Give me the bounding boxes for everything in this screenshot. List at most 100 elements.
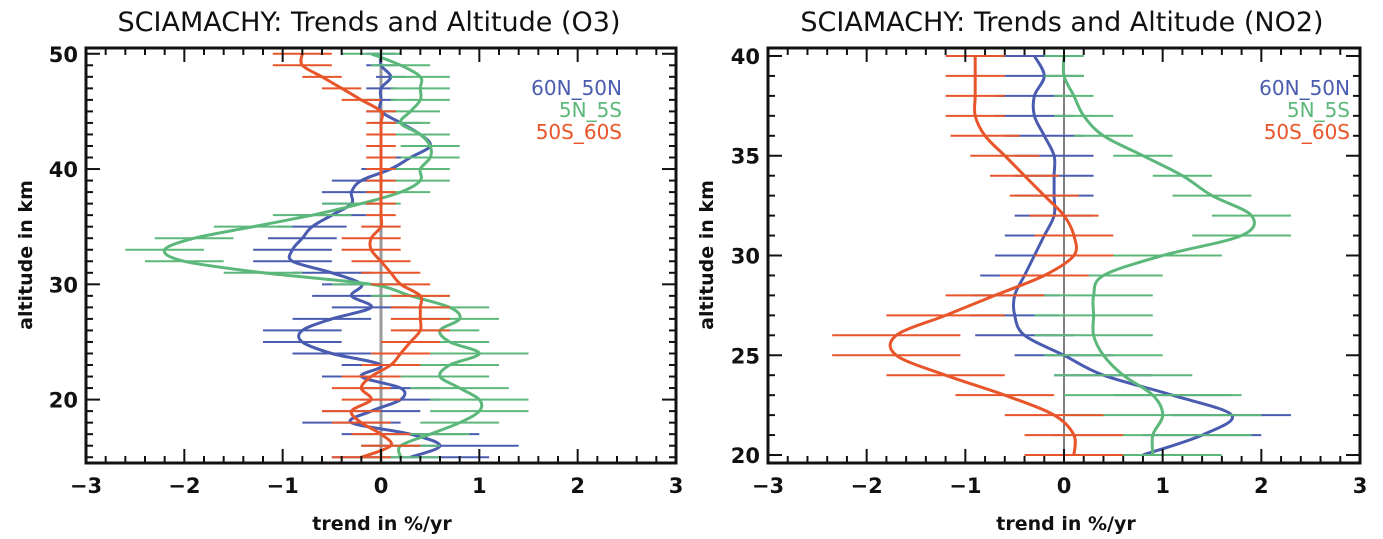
data-point (389, 444, 392, 447)
x-tick-label: 3 (1353, 474, 1368, 498)
data-point (1102, 354, 1105, 357)
x-tick-label: −1 (949, 474, 981, 498)
data-point (1023, 334, 1026, 337)
data-point (380, 260, 383, 263)
data-point (458, 317, 461, 320)
data-point (330, 271, 333, 274)
chart-panel-o3: SCIAMACHY: Trends and Altitude (O3) tren… (15, 7, 620, 535)
data-point (399, 191, 402, 194)
data-point (944, 374, 947, 377)
data-point (350, 410, 353, 413)
data-point (399, 387, 402, 390)
x-tick-label: 2 (1254, 474, 1269, 498)
data-point (1053, 414, 1056, 417)
y-tick-label: 50 (49, 43, 78, 67)
data-point (1250, 214, 1253, 217)
data-point (252, 225, 255, 228)
data-point (1043, 134, 1046, 137)
data-point (350, 294, 353, 297)
y-tick-label: 30 (731, 245, 760, 269)
data-point (974, 74, 977, 77)
series-line (888, 56, 1078, 456)
data-point (1181, 174, 1184, 177)
data-point (895, 334, 898, 337)
data-point (458, 387, 461, 390)
chart-panel-no2: SCIAMACHY: Trends and Altitude (NO2) tre… (696, 7, 1324, 535)
data-point (1072, 94, 1075, 97)
x-tick-label: −2 (168, 474, 200, 498)
data-point (419, 306, 422, 309)
x-tick-label: −2 (851, 474, 883, 498)
data-point (944, 314, 947, 317)
data-point (1092, 294, 1095, 297)
data-point (429, 144, 432, 147)
data-point (1003, 394, 1006, 397)
data-point (1072, 454, 1075, 457)
data-point (301, 237, 304, 240)
data-point (1082, 114, 1085, 117)
legend-entry: 60N_50N (1259, 76, 1350, 100)
data-point (1122, 374, 1125, 377)
series-line (1011, 55, 1234, 457)
data-point (380, 133, 383, 136)
data-point (370, 248, 373, 251)
y-tick-label: 20 (731, 444, 760, 468)
data-point (380, 202, 383, 205)
series-50S_60S (272, 52, 450, 459)
x-tick-label: 2 (570, 474, 585, 498)
data-point (380, 214, 383, 217)
series-line (1061, 55, 1256, 456)
data-point (330, 352, 333, 355)
data-point (370, 375, 373, 378)
legend-entry: 5N_5S (1287, 98, 1350, 122)
data-point (1043, 274, 1046, 277)
data-point (380, 168, 383, 171)
data-point (1102, 274, 1105, 277)
data-point (360, 421, 363, 424)
data-point (1072, 254, 1075, 257)
data-point (340, 87, 343, 90)
data-point (380, 87, 383, 90)
data-point (399, 121, 402, 124)
data-point (330, 317, 333, 320)
data-point (370, 237, 373, 240)
data-point (301, 340, 304, 343)
data-point (1003, 154, 1006, 157)
data-point (360, 98, 363, 101)
data-point (974, 114, 977, 117)
data-point (993, 294, 996, 297)
data-point (1053, 154, 1056, 157)
x-tick-label: 3 (669, 474, 684, 498)
data-point (1161, 414, 1164, 417)
data-point (1151, 434, 1154, 437)
data-point (1033, 114, 1036, 117)
x-axis-label: trend in %/yr (312, 513, 452, 535)
data-point (389, 364, 392, 367)
data-point (439, 375, 442, 378)
data-point (360, 387, 363, 390)
y-tick-label: 30 (49, 273, 78, 297)
data-point (419, 168, 422, 171)
legend-entry: 50S_60S (1264, 120, 1350, 144)
data-point (419, 294, 422, 297)
data-point (1072, 434, 1075, 437)
data-point (1072, 234, 1075, 237)
data-point (974, 94, 977, 97)
x-tick-label: −3 (70, 474, 102, 498)
data-point (458, 421, 461, 424)
data-point (419, 87, 422, 90)
data-point (350, 191, 353, 194)
y-tick-label: 40 (731, 45, 760, 69)
chart-title: SCIAMACHY: Trends and Altitude (O3) (118, 7, 621, 38)
data-point (380, 156, 383, 159)
data-point (419, 329, 422, 332)
data-point (301, 64, 304, 67)
data-point (429, 156, 432, 159)
series-line (299, 53, 424, 459)
data-point (321, 75, 324, 78)
y-tick-label: 25 (731, 344, 760, 368)
data-point (1211, 194, 1214, 197)
